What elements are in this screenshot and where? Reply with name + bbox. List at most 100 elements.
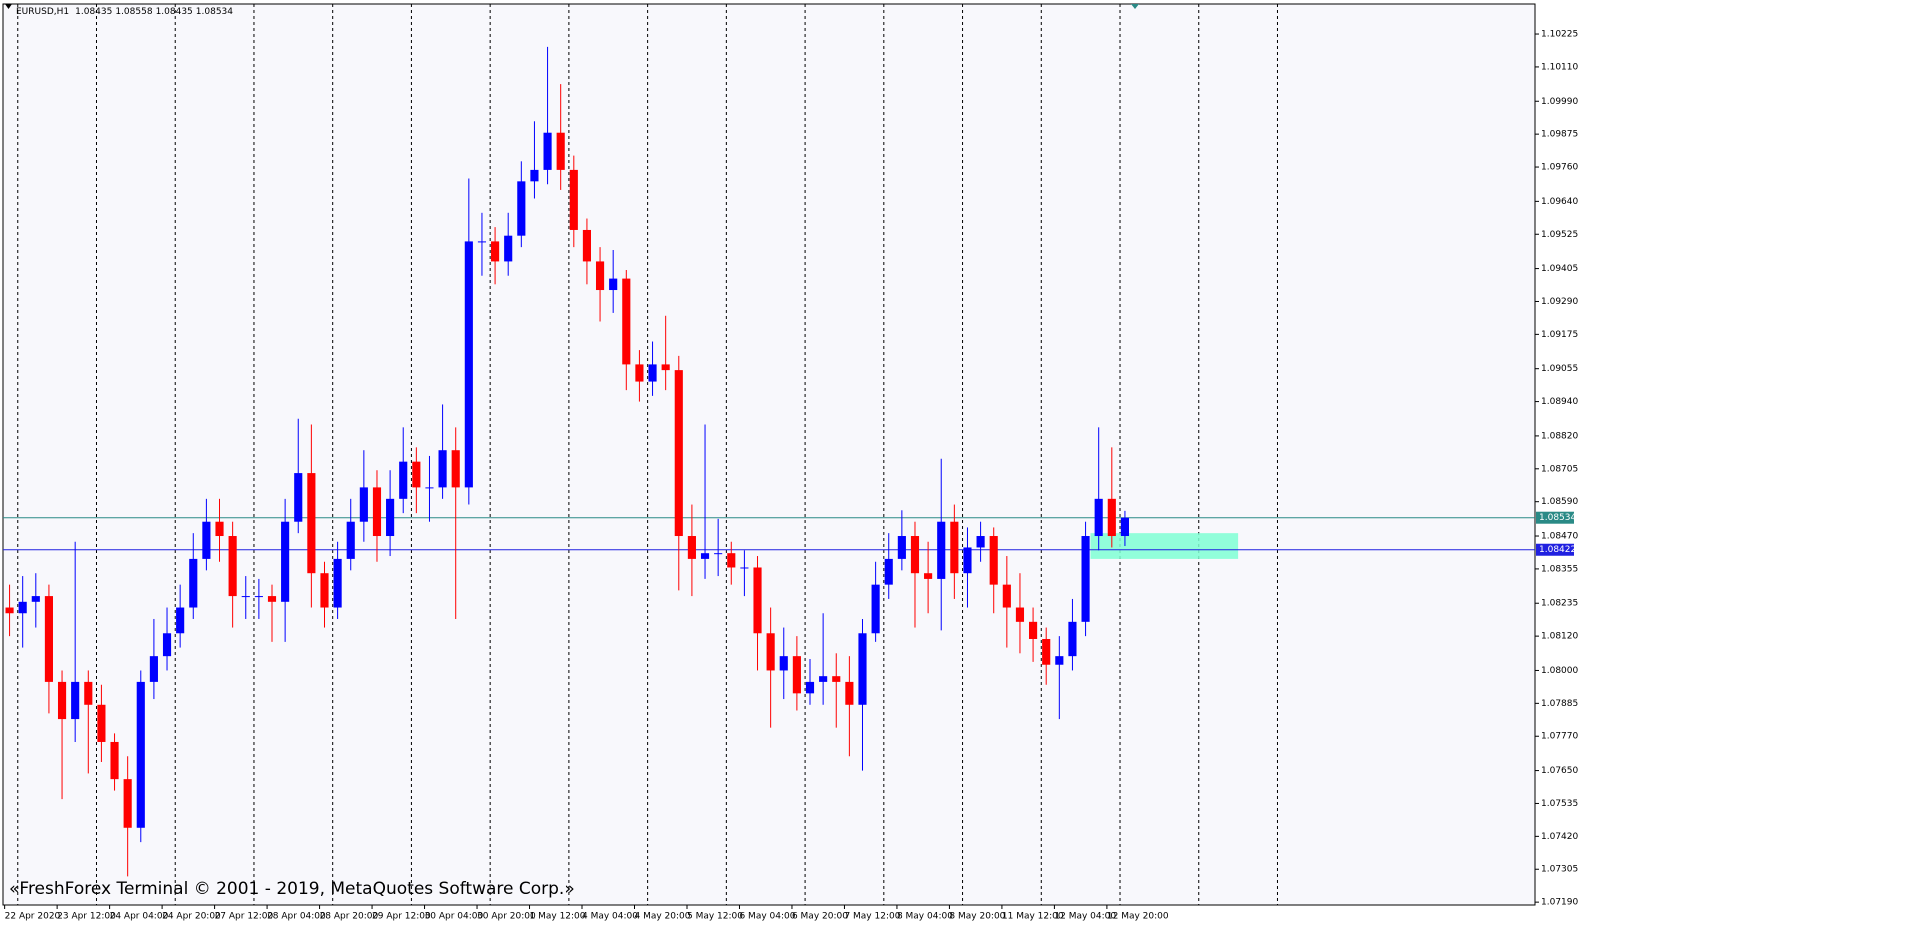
candle-body [609, 278, 618, 291]
candle-body [595, 261, 605, 291]
candle-body [766, 633, 775, 671]
candle-body [267, 596, 277, 602]
candle-body [530, 169, 539, 182]
candle-body [372, 487, 382, 537]
x-tick-label: 23 Apr 12:00 [57, 912, 116, 922]
y-tick-label: 1.10225 [1541, 30, 1578, 40]
candle-body [31, 596, 40, 602]
candle-body [97, 704, 106, 742]
candle-body [779, 656, 788, 671]
candle-body [110, 741, 119, 780]
y-tick-label: 1.08470 [1541, 532, 1578, 542]
candle-body [517, 181, 526, 236]
x-tick-label: 5 May 12:00 [687, 912, 743, 922]
x-tick-label: 8 May 04:00 [897, 912, 953, 922]
candle-body [162, 633, 172, 657]
candle-body [44, 596, 53, 682]
y-tick-label: 1.09405 [1541, 264, 1578, 274]
y-tick-label: 1.09055 [1541, 364, 1578, 374]
candle-body [622, 278, 631, 365]
y-tick-label: 1.09760 [1541, 163, 1578, 173]
y-tick-label: 1.09640 [1541, 197, 1578, 207]
candle-body [1094, 498, 1103, 537]
candle-body [477, 241, 487, 243]
candle-body [438, 450, 447, 488]
y-tick-label: 1.08355 [1541, 564, 1578, 574]
candle-body [1015, 607, 1025, 622]
price-label-box [1536, 543, 1574, 556]
watermark: «FreshForex Terminal © 2001 - 2019, Meta… [9, 879, 575, 899]
candle-body [1120, 517, 1130, 537]
candle-body [18, 601, 27, 614]
price-label-box [1536, 511, 1574, 524]
candle-body [819, 676, 828, 682]
y-tick-label: 1.08705 [1541, 464, 1578, 474]
candle-body [897, 536, 906, 559]
candle-body [451, 450, 460, 488]
y-tick-label: 1.09290 [1541, 297, 1578, 307]
candle-body [950, 521, 959, 574]
candle-body [386, 498, 395, 537]
candle-body [989, 536, 998, 585]
candle-body [805, 681, 815, 694]
candle-body [845, 681, 854, 705]
y-tick-label: 1.07420 [1541, 832, 1578, 842]
y-tick-label: 1.07650 [1541, 766, 1578, 776]
candle-body [412, 461, 421, 488]
candle-body [556, 132, 565, 170]
x-tick-label: 24 Apr 20:00 [162, 912, 221, 922]
candle-body [57, 681, 67, 720]
y-tick-label: 1.07305 [1541, 865, 1578, 875]
objects [3, 517, 1535, 559]
y-tick-label: 1.08000 [1541, 666, 1578, 676]
candle-body [294, 473, 303, 522]
candle-body [464, 241, 473, 488]
y-tick-label: 1.07885 [1541, 699, 1578, 709]
y-tick-label: 1.07770 [1541, 732, 1578, 742]
candle-body [674, 370, 683, 537]
x-tick-label: 28 Apr 04:00 [267, 912, 326, 922]
candle-body [661, 364, 670, 371]
y-tick-label: 1.10110 [1541, 62, 1578, 72]
candle-body [491, 241, 500, 262]
candle-body [176, 607, 185, 634]
candle-body [346, 521, 355, 559]
candle-body [727, 553, 736, 568]
candle-body [543, 132, 552, 170]
candle-body [832, 676, 841, 682]
x-tick-label: 29 Apr 12:00 [372, 912, 431, 922]
candle-body [753, 567, 762, 634]
candle-body [910, 536, 920, 574]
candles [5, 46, 1130, 877]
y-tick-label: 1.09875 [1541, 130, 1578, 140]
candle-body [123, 779, 132, 828]
y-tick-label: 1.09525 [1541, 230, 1578, 240]
candle-body [136, 681, 145, 828]
grid [17, 4, 1278, 905]
x-tick-label: 4 May 20:00 [634, 912, 690, 922]
header-value: 1.08558 [115, 7, 152, 17]
header-value: 1.08534 [196, 7, 233, 17]
zone [1090, 533, 1239, 559]
candle-body [648, 364, 657, 382]
y-tick-label: 1.08590 [1541, 497, 1578, 507]
price-label: 1.08534 [1539, 513, 1576, 523]
candle-body [635, 364, 644, 382]
candle-body [281, 521, 290, 602]
candle-body [924, 573, 933, 579]
x-tick-label: 6 May 20:00 [792, 912, 848, 922]
candle-body [504, 235, 513, 262]
candle-body [5, 607, 14, 614]
candle-body [359, 487, 368, 522]
header-arrow [5, 4, 12, 9]
header-value: 1.08435 [156, 7, 193, 17]
candle-body [84, 681, 93, 705]
marker [1131, 4, 1139, 9]
candle-body [700, 553, 710, 559]
x-tick-label: 1 May 12:00 [530, 912, 586, 922]
candle-body [1055, 656, 1064, 665]
candle-body [871, 584, 880, 634]
y-tick-label: 1.09175 [1541, 330, 1578, 340]
candle-body [149, 656, 158, 682]
candle-body [1029, 621, 1038, 639]
